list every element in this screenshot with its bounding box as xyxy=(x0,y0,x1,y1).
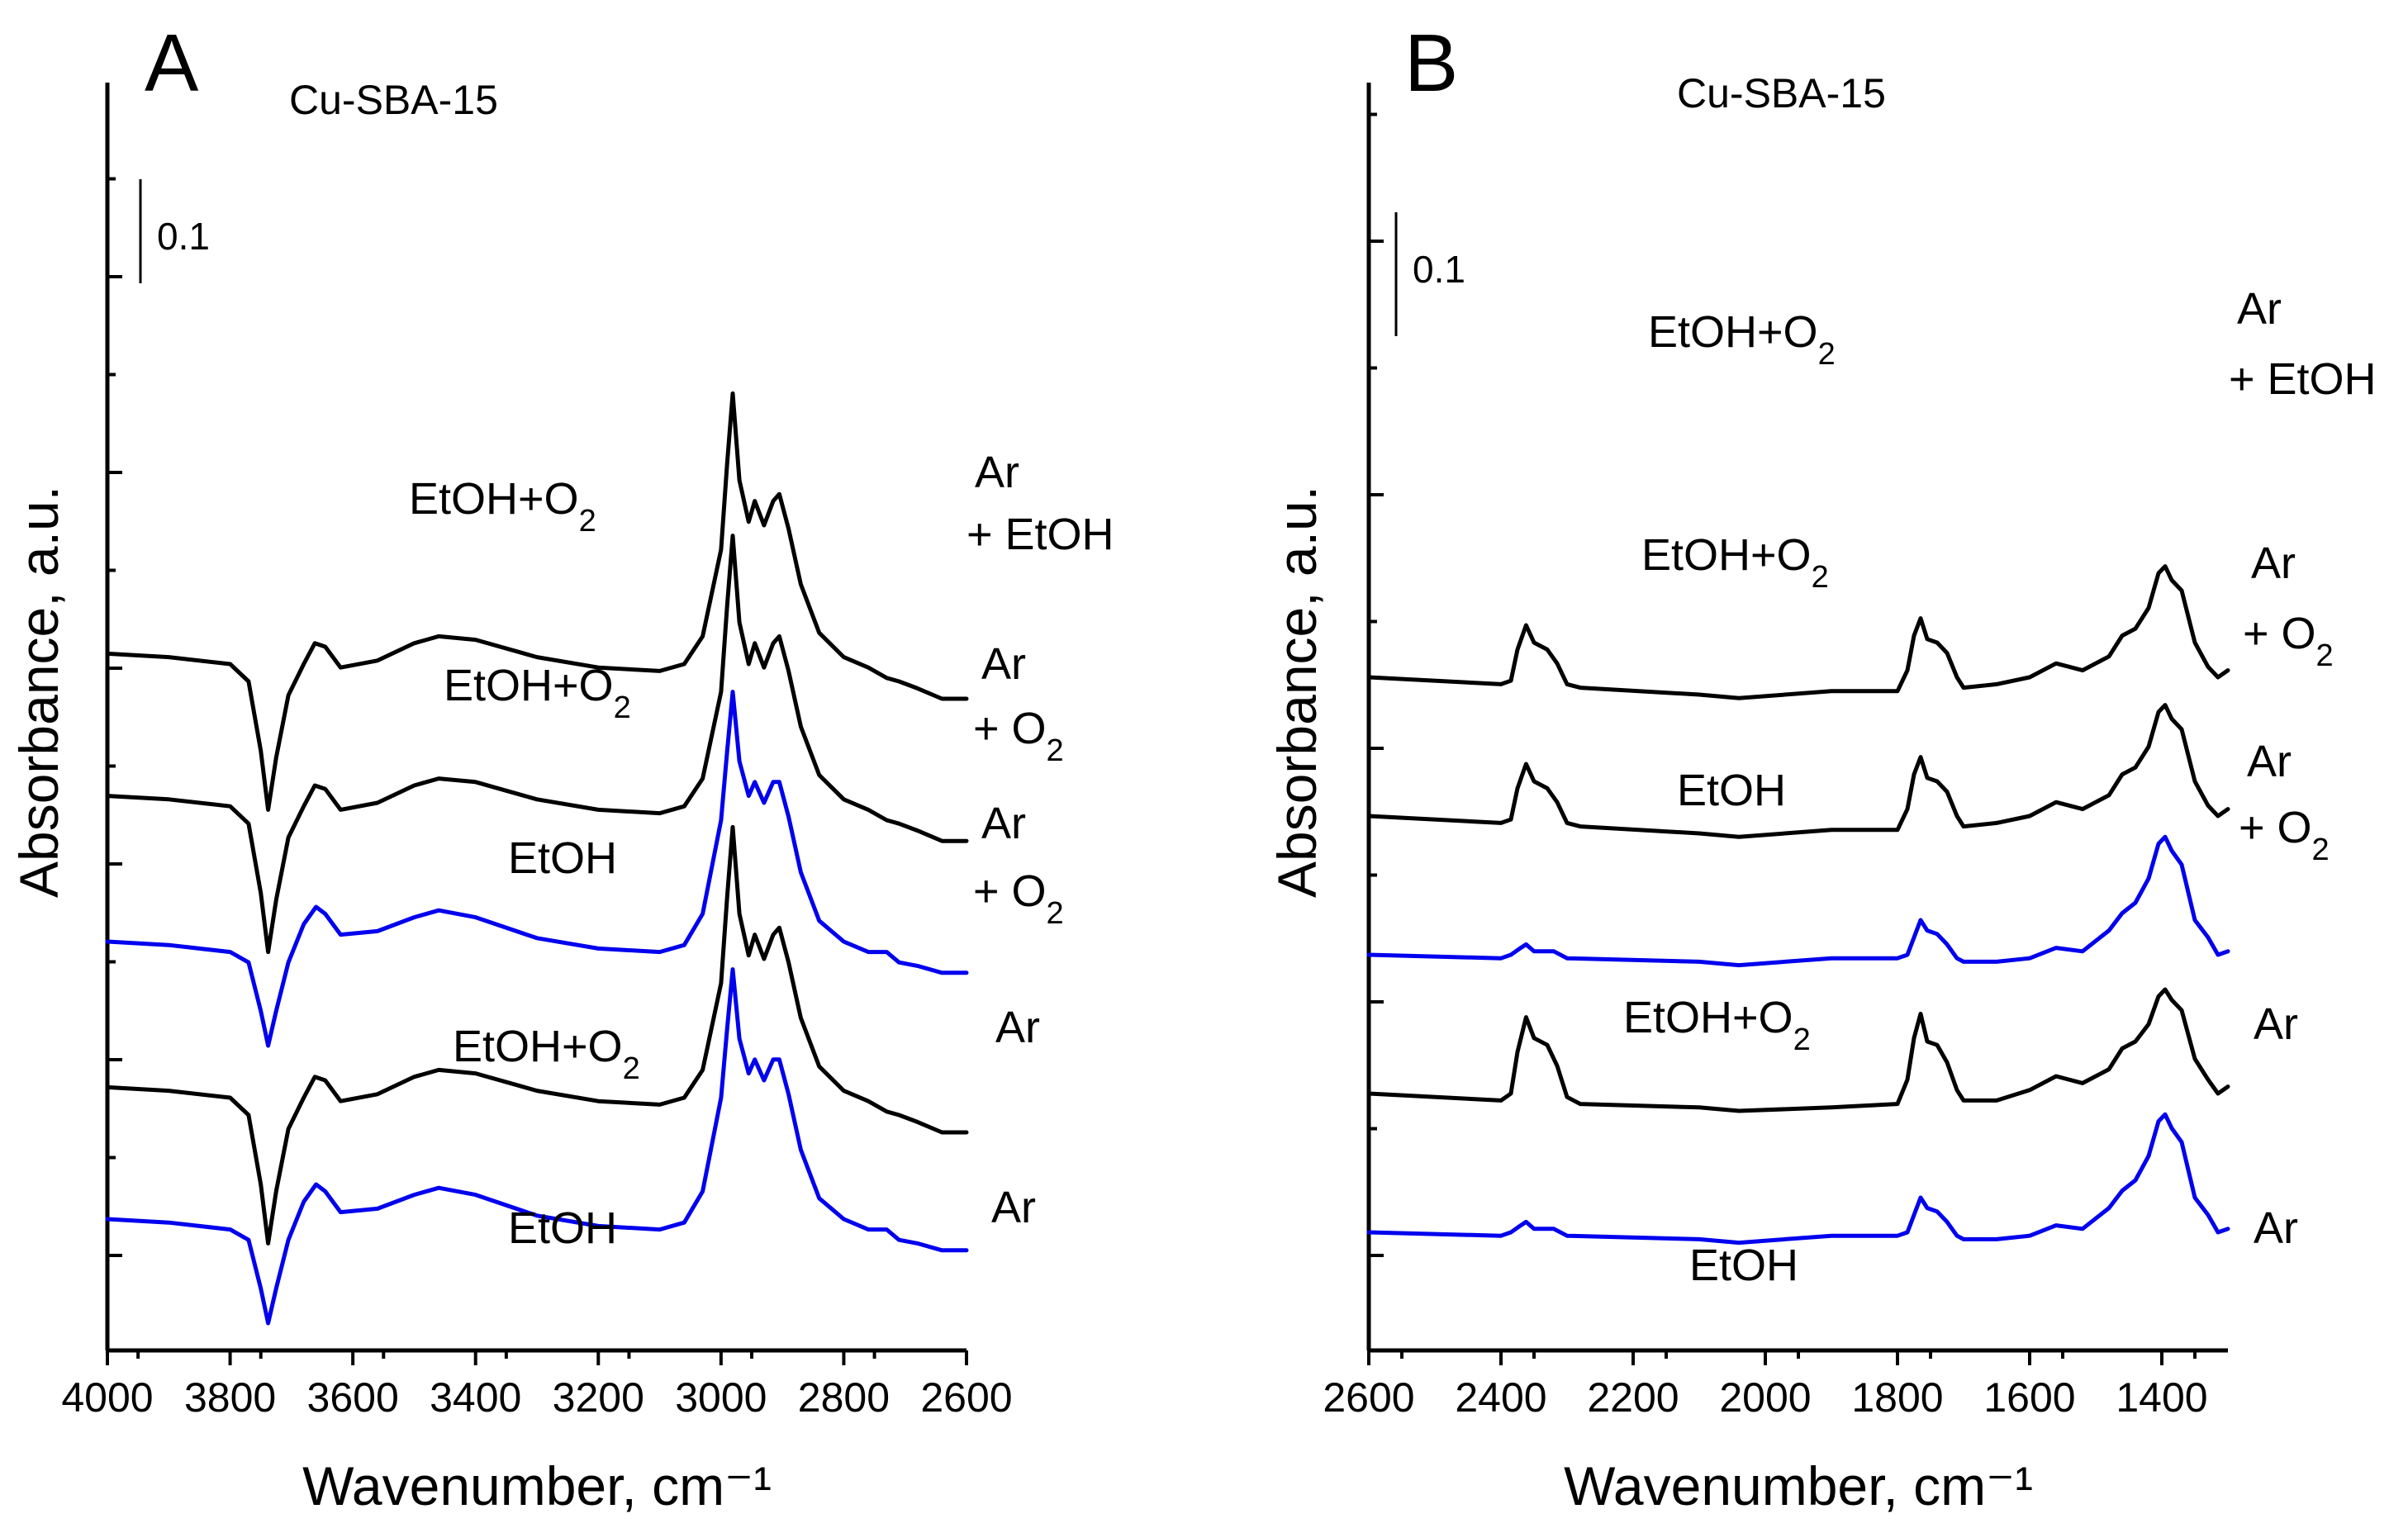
x-tick-label: 3200 xyxy=(553,1374,644,1421)
x-tick-label: 2400 xyxy=(1455,1374,1546,1421)
spectrum-line xyxy=(1366,564,2230,700)
condition-label-line1: Ar xyxy=(995,1003,1040,1052)
condition-label-line2-main: + EtOH xyxy=(2229,354,2377,404)
trace-label: EtOH+O2 xyxy=(453,1022,640,1086)
trace-label-main: EtOH+O xyxy=(1623,993,1793,1042)
trace-label-main: EtOH xyxy=(508,1203,617,1253)
condition-label-line2-subscript: 2 xyxy=(1047,896,1064,931)
panel-b: 2600 2400 2200 2000 1800 1600 1400 Wavenumber, … xyxy=(1266,17,2377,1516)
trace-label-subscript: 2 xyxy=(1818,337,1836,372)
x-tick-label: 3600 xyxy=(307,1374,399,1421)
condition-label-line1: Ar xyxy=(2251,539,2296,588)
trace-label-subscript: 2 xyxy=(1812,560,1829,595)
panel-letter: B xyxy=(1404,17,1458,108)
x-tick-label: 3400 xyxy=(430,1374,521,1421)
trace-label: EtOH xyxy=(508,1203,617,1253)
trace-label-subscript: 2 xyxy=(623,1051,640,1086)
condition-label-line2-main: + O xyxy=(973,704,1047,753)
trace-label: EtOH+O2 xyxy=(444,661,631,725)
condition-label-line2-subscript: 2 xyxy=(2312,833,2330,867)
trace-label: EtOH xyxy=(1677,766,1786,815)
trace-label-main: EtOH xyxy=(1689,1241,1798,1290)
scale-bar-label: 0.1 xyxy=(157,215,210,258)
spectrum-line xyxy=(105,967,969,1326)
x-tick-label: 2200 xyxy=(1587,1374,1679,1421)
trace-label-subscript: 2 xyxy=(579,504,596,539)
spectrum-line xyxy=(105,391,969,812)
trace-label-main: EtOH xyxy=(508,833,617,883)
trace-label: EtOH+O2 xyxy=(1623,993,1811,1057)
x-axis-title: Wavenumber, cm⁻¹ xyxy=(1564,1455,2033,1516)
y-axis-title: Absorbance, a.u. xyxy=(1266,486,1327,898)
condition-label-line2: + EtOH xyxy=(967,510,1114,559)
x-tick-label: 2600 xyxy=(1323,1374,1414,1421)
condition-label-line1: Ar xyxy=(981,799,1026,848)
condition-label-line1: Ar xyxy=(2247,737,2292,786)
trace-label: EtOH xyxy=(1689,1241,1798,1290)
condition-label-line2: + O2 xyxy=(973,866,1064,931)
trace-label: EtOH+O2 xyxy=(409,474,596,539)
scale-bar-label: 0.1 xyxy=(1413,248,1465,291)
trace-label: EtOH+O2 xyxy=(1641,530,1829,595)
x-axis-title: Wavenumber, cm⁻¹ xyxy=(302,1455,772,1516)
condition-label-line1: Ar xyxy=(2254,1203,2298,1253)
condition-label-line2: + O2 xyxy=(2239,803,2330,867)
trace-label-main: EtOH+O xyxy=(1641,530,1812,580)
spectrum-line xyxy=(105,824,969,1246)
condition-label-line2-main: + O xyxy=(2239,803,2312,852)
spectrum-line xyxy=(1366,834,2230,968)
condition-label-line2: + EtOH xyxy=(2229,354,2377,404)
trace-label-subscript: 2 xyxy=(614,690,631,725)
trace-label: EtOH xyxy=(508,833,617,883)
x-tick-label: 1400 xyxy=(2116,1374,2207,1421)
condition-label-line2-main: + O xyxy=(2243,609,2316,658)
spectrum-line xyxy=(1366,703,2230,839)
condition-label-line2-main: + O xyxy=(973,866,1047,916)
chart-title: Cu-SBA-15 xyxy=(1677,70,1886,116)
condition-label-line1: Ar xyxy=(975,448,1019,497)
panel-a: 4000 3800 3600 3400 3200 3000 2800 2600 Wavenumb… xyxy=(8,17,1114,1516)
y-axis-title: Absorbance, a.u. xyxy=(8,486,69,898)
trace-label-main: EtOH+O xyxy=(453,1022,623,1071)
condition-label-line2-main: + EtOH xyxy=(967,510,1114,559)
panel-letter: A xyxy=(145,17,199,108)
x-tick-label: 2800 xyxy=(798,1374,890,1421)
condition-label-line2-subscript: 2 xyxy=(2316,638,2334,673)
x-tick-label: 3000 xyxy=(675,1374,767,1421)
condition-label-line1: Ar xyxy=(2254,999,2298,1049)
spectrum-line xyxy=(1366,1112,2230,1246)
chart-title: Cu-SBA-15 xyxy=(289,77,498,123)
trace-label-main: EtOH+O xyxy=(409,474,579,524)
spectrum-line xyxy=(105,534,969,955)
trace-label-main: EtOH xyxy=(1677,766,1786,815)
trace-label: EtOH+O2 xyxy=(1648,307,1836,372)
trace-label-subscript: 2 xyxy=(1793,1023,1811,1057)
condition-label-line1: Ar xyxy=(2237,284,2282,334)
condition-label-line2-subscript: 2 xyxy=(1047,733,1064,768)
condition-label-line1: Ar xyxy=(991,1183,1036,1232)
trace-label-main: EtOH+O xyxy=(1648,307,1818,357)
condition-label-line2: + O2 xyxy=(2243,609,2334,673)
condition-label-line2: + O2 xyxy=(973,704,1064,768)
x-tick-label: 3800 xyxy=(184,1374,276,1421)
spectrum-line xyxy=(105,690,969,1048)
spectrum-line xyxy=(1366,987,2230,1113)
x-tick-label: 1600 xyxy=(1983,1374,2075,1421)
x-tick-label: 2600 xyxy=(920,1374,1012,1421)
x-tick-label: 4000 xyxy=(61,1374,153,1421)
condition-label-line1: Ar xyxy=(981,639,1026,689)
x-tick-label: 1800 xyxy=(1851,1374,1943,1421)
x-tick-label: 2000 xyxy=(1719,1374,1811,1421)
trace-label-main: EtOH+O xyxy=(444,661,614,710)
